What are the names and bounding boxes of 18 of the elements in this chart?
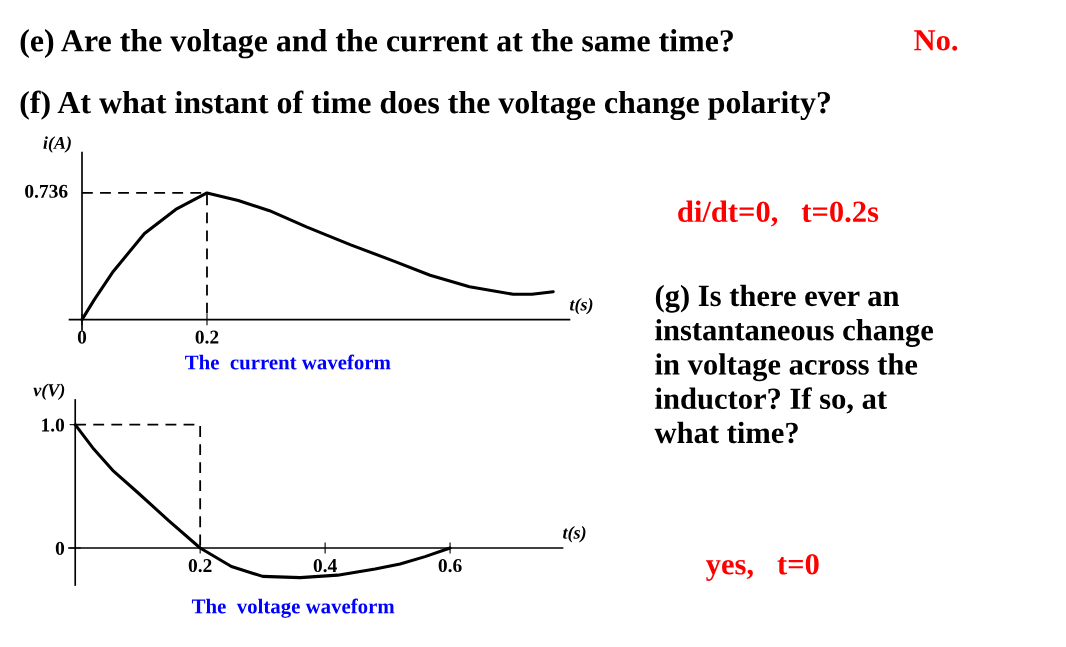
annotation: 0.736: [25, 184, 68, 198]
x-tick-label: 0.2: [195, 330, 219, 344]
text: (e) Are the voltage and the current at the same time?: [20, 29, 733, 59]
text: (g) Is there ever an instantaneous change in voltage across the inductor? If so, at what time?: [654, 284, 934, 444]
x-axis-title: t(s): [570, 297, 593, 315]
text: The voltage waveform: [191, 598, 395, 618]
text: No.: [914, 30, 958, 51]
text: The current waveform: [185, 354, 391, 370]
y-tick-label: 1.0: [42, 418, 65, 432]
text: (f) At what instant of time does the voltage change polarity?: [20, 90, 831, 121]
x-axis-title: t(s): [563, 526, 586, 543]
text: di/dt=0, t=0.2s: [678, 200, 879, 227]
text: yes, t=0: [705, 553, 819, 581]
x-tick-label: 0.6: [438, 558, 462, 573]
y-axis-title: i(A): [43, 136, 71, 153]
x-tick-label: 0.2: [188, 558, 212, 573]
x-tick-label: 0.4: [313, 558, 337, 573]
y-axis-title: v(V): [33, 383, 65, 400]
